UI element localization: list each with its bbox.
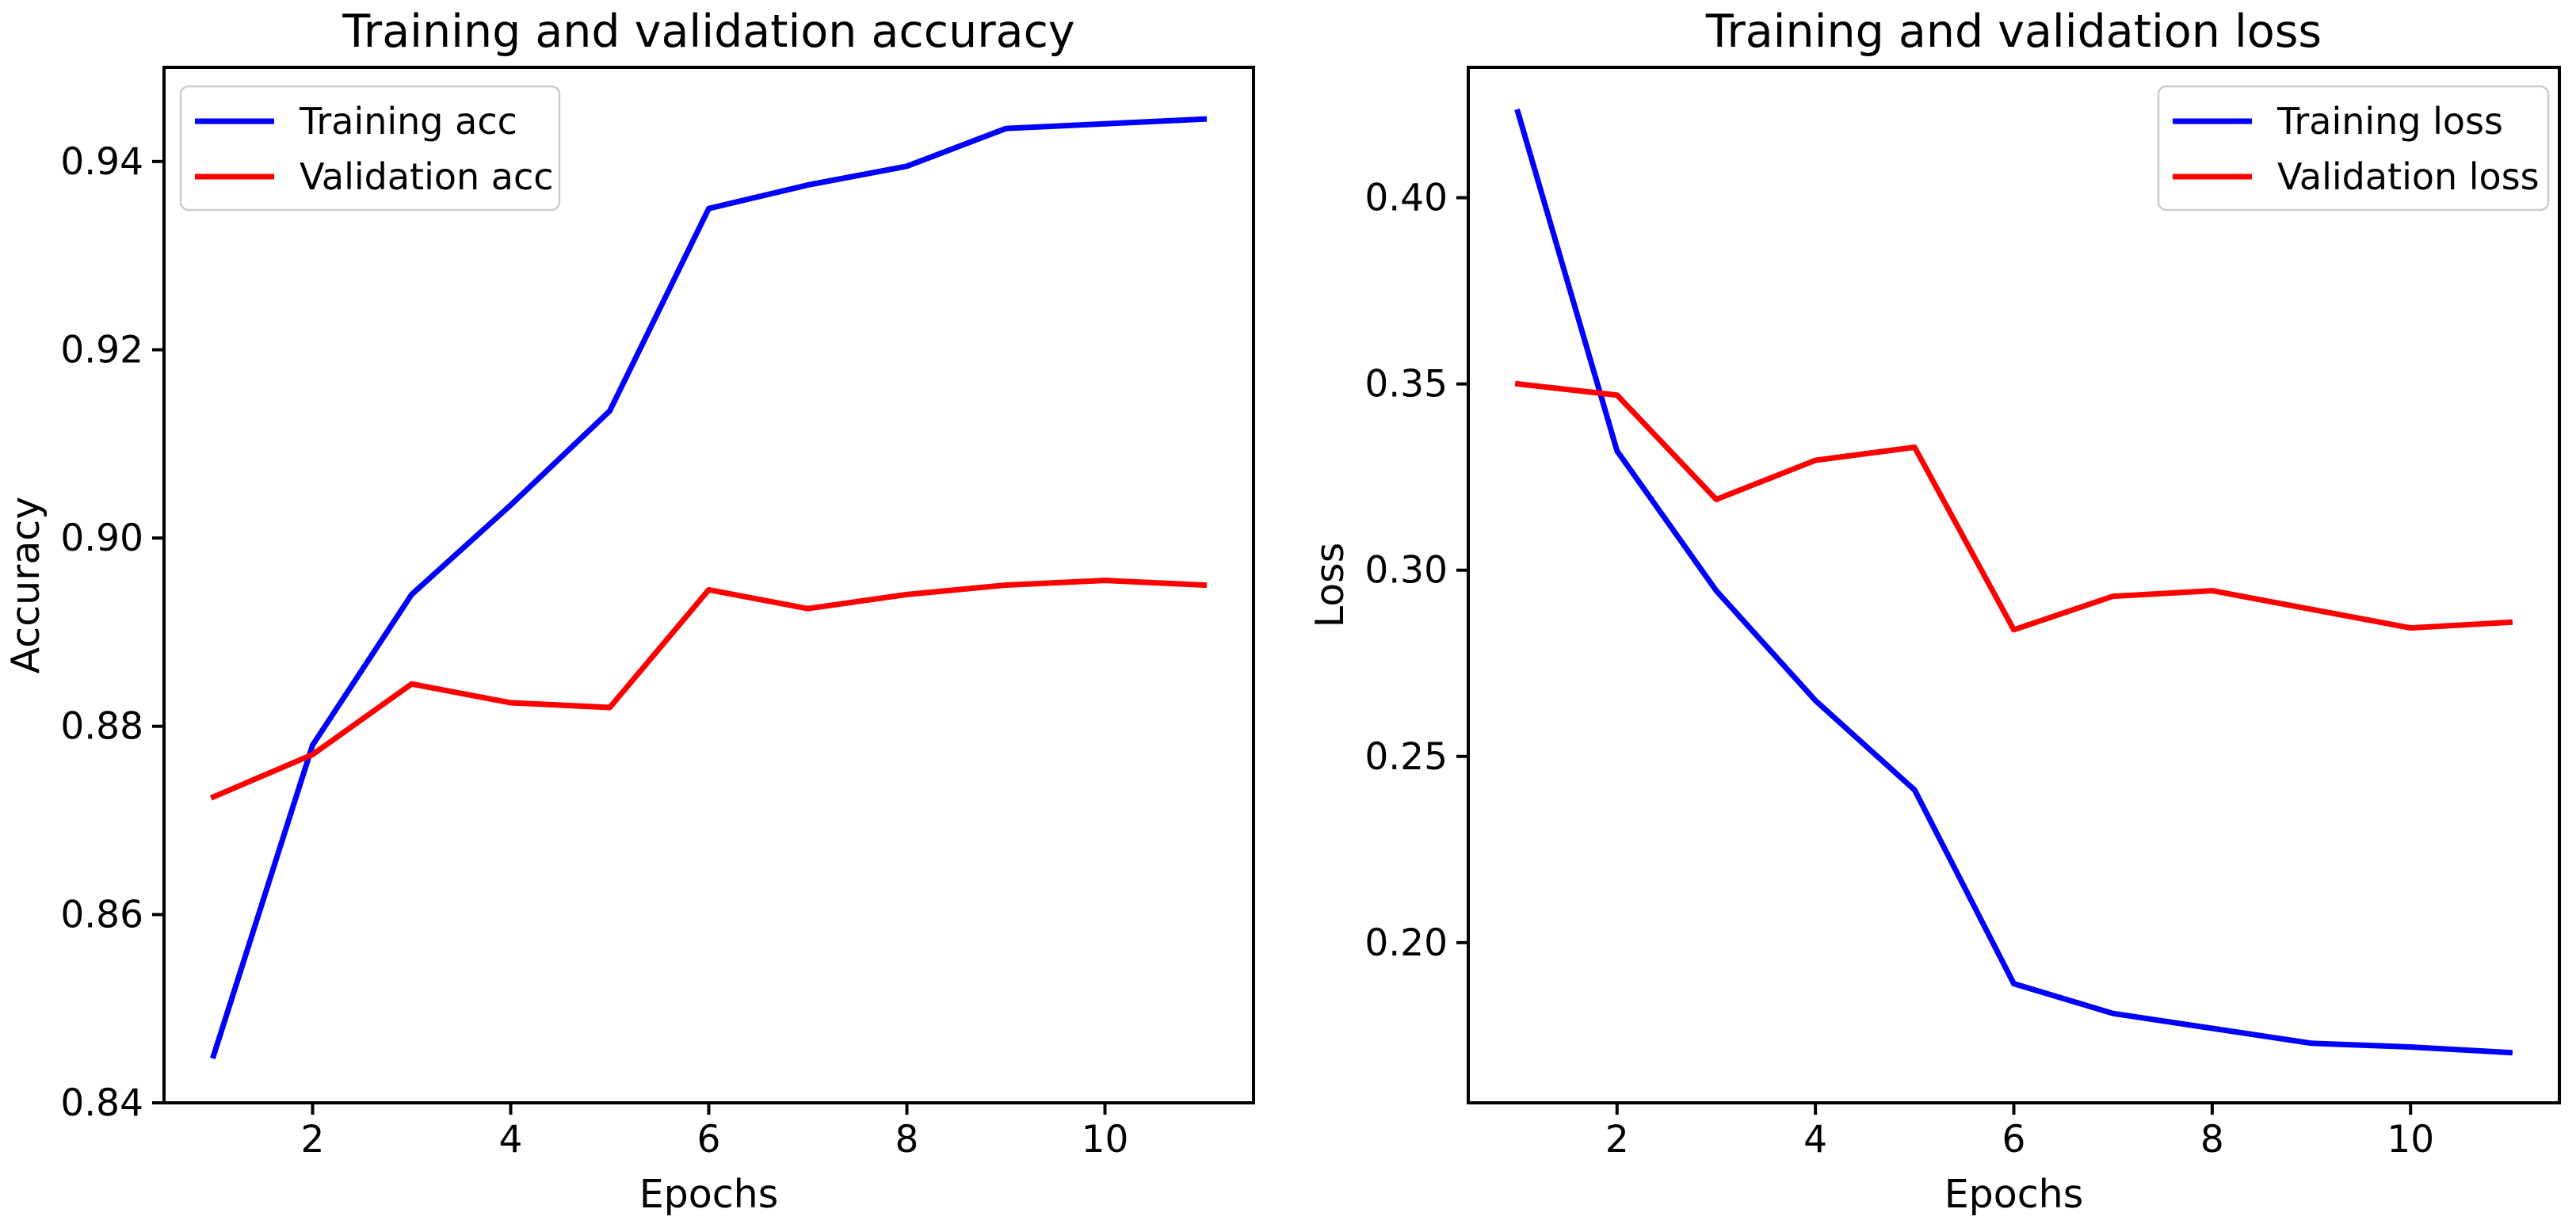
- x-tick-label: 4: [499, 1118, 523, 1161]
- y-tick-label: 0.35: [1364, 363, 1448, 406]
- chart-title: Training and validation loss: [1705, 6, 2322, 58]
- x-tick-label: 2: [1605, 1118, 1629, 1161]
- x-tick-label: 10: [1082, 1118, 1129, 1161]
- legend-box: [2157, 85, 2550, 212]
- legend-item-label: Validation acc: [300, 155, 554, 198]
- legend-box: [179, 85, 561, 212]
- legend-item-label: Training acc: [299, 100, 517, 143]
- y-tick-label: 0.86: [60, 893, 143, 936]
- x-axis-label: Epochs: [639, 1172, 779, 1217]
- legend: Training acc Validation acc: [179, 85, 561, 212]
- y-axis-label: Loss: [1307, 543, 1353, 627]
- legend-item-label: Validation loss: [2277, 155, 2540, 198]
- axes-frame: [162, 66, 1255, 1104]
- chart-accuracy: Training and validation accuracy 2 4 6 8 10 0.…: [3, 6, 1255, 1217]
- x-tick-label: 8: [2200, 1118, 2224, 1161]
- y-tick-label: 0.30: [1364, 549, 1448, 593]
- chart-title: Training and validation accuracy: [342, 6, 1074, 58]
- x-axis-label: Epochs: [1944, 1172, 2084, 1217]
- y-axis-label: Accuracy: [3, 497, 48, 674]
- x-tick-label: 6: [697, 1118, 721, 1161]
- legend-item-label: Training loss: [2276, 100, 2503, 143]
- y-tick-label: 0.20: [1364, 921, 1448, 965]
- y-tick-label: 0.40: [1364, 177, 1448, 220]
- y-tick-label: 0.88: [60, 705, 143, 749]
- y-tick-label: 0.25: [1364, 735, 1448, 779]
- axes-frame: [1467, 66, 2561, 1104]
- chart-loss: Training and validation loss 2 4 6 8 10 0.20 0.…: [1307, 6, 2561, 1217]
- training-line: [210, 116, 1208, 1059]
- y-tick-label: 0.94: [60, 140, 143, 184]
- x-tick-label: 6: [2002, 1118, 2026, 1161]
- y-tick-label: 0.92: [60, 328, 143, 372]
- validation-line: [209, 578, 1208, 801]
- x-tick-label: 2: [301, 1118, 325, 1161]
- x-tick-label: 4: [1803, 1118, 1827, 1161]
- x-tick-label: 10: [2387, 1118, 2434, 1161]
- training-line: [1514, 109, 2513, 1056]
- x-tick-label: 8: [895, 1118, 919, 1161]
- validation-line: [1514, 380, 2513, 633]
- legend: Training loss Validation loss: [2157, 85, 2550, 212]
- y-tick-label: 0.84: [60, 1081, 143, 1125]
- y-tick-label: 0.90: [60, 517, 143, 560]
